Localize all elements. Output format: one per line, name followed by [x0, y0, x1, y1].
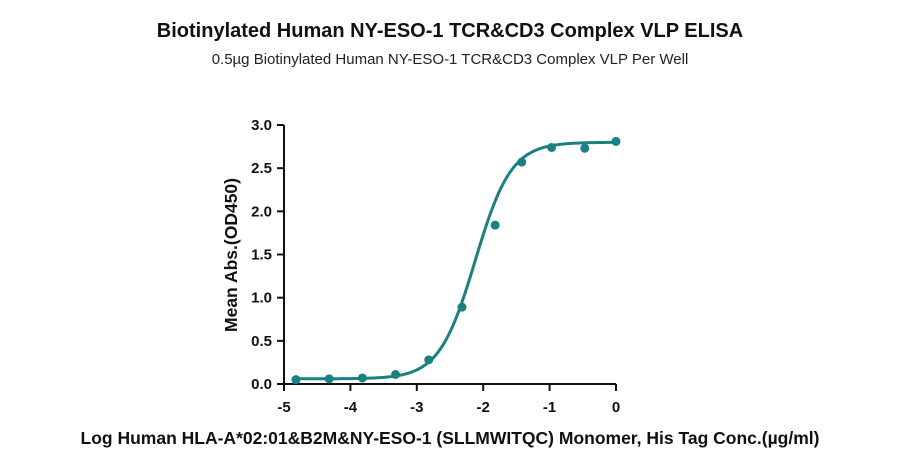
y-tick-label: 0.5: [251, 333, 272, 350]
fit-curve: [295, 140, 617, 381]
y-tick-label: 2.5: [251, 160, 272, 177]
data-point: [357, 373, 367, 383]
data-point: [580, 143, 590, 153]
y-tick-label: 0.0: [251, 376, 272, 393]
data-points: [291, 136, 621, 385]
x-tick-label: -1: [543, 399, 556, 416]
data-point: [391, 370, 401, 380]
data-point: [291, 375, 301, 385]
data-point: [424, 355, 434, 365]
y-tick-label: 2.0: [251, 203, 272, 220]
data-point: [611, 136, 621, 146]
data-point: [324, 374, 334, 384]
x-tick-label: -3: [410, 399, 423, 416]
data-point: [490, 220, 500, 230]
chart-subtitle: 0.5µg Biotinylated Human NY-ESO-1 TCR&CD…: [211, 51, 689, 68]
x-axis-label: Log Human HLA-A*02:01&B2M&NY-ESO-1 (SLLM…: [80, 428, 820, 448]
x-tick-label: -4: [344, 399, 358, 416]
data-point: [517, 157, 527, 167]
x-tick-label: 0: [612, 399, 620, 416]
data-point: [547, 142, 557, 152]
chart-title: Biotinylated Human NY-ESO-1 TCR&CD3 Comp…: [156, 20, 744, 42]
chart-axes: 0.0 0.5 1.0 1.5 2.0 2.5 3.0 -5 -4 -3 -2 -1 0: [251, 117, 620, 416]
x-tick-label: -2: [477, 399, 490, 416]
data-point: [457, 302, 467, 312]
y-tick-label: 1.5: [251, 247, 272, 264]
y-tick-label: 1.0: [251, 290, 272, 307]
x-tick-label: -5: [277, 399, 290, 416]
y-axis-label: Mean Abs.(OD450): [221, 178, 241, 332]
y-tick-label: 3.0: [251, 117, 272, 134]
